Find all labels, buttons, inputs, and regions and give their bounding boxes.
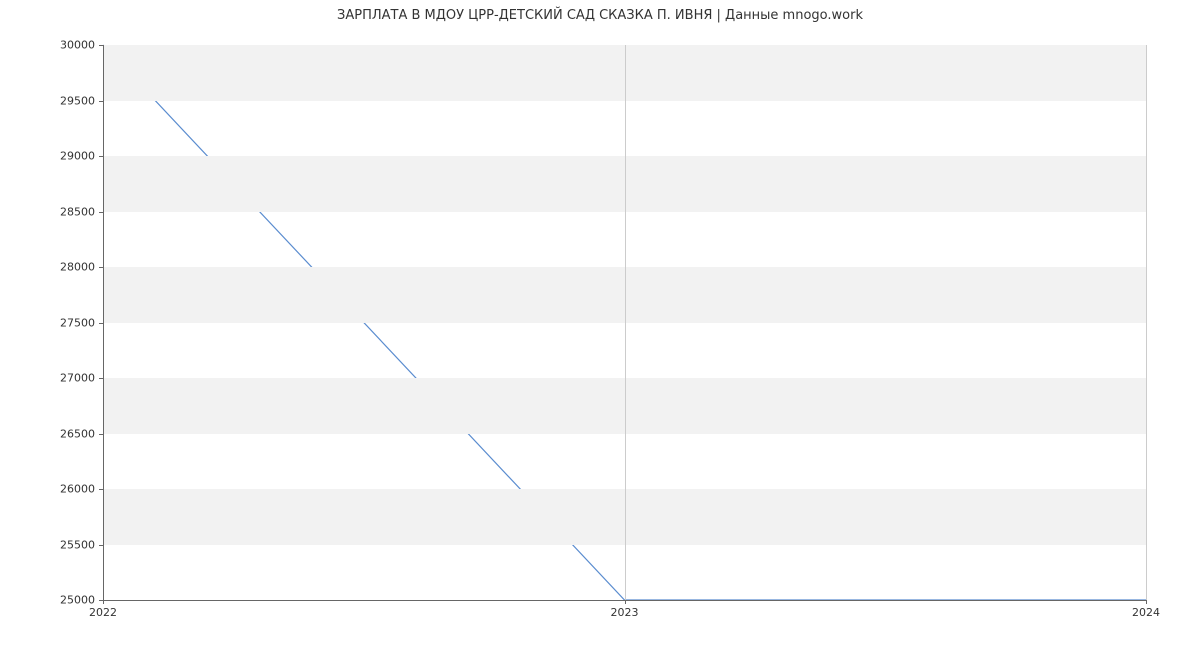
chart-title: ЗАРПЛАТА В МДОУ ЦРР-ДЕТСКИЙ САД СКАЗКА П… (0, 8, 1200, 23)
y-tick-label: 26000 (60, 483, 103, 496)
x-tick-label: 2024 (1132, 600, 1160, 619)
y-tick-label: 27000 (60, 372, 103, 385)
y-tick-label: 29500 (60, 94, 103, 107)
y-tick-label: 28000 (60, 261, 103, 274)
y-tick-label: 29000 (60, 150, 103, 163)
y-tick-label: 27500 (60, 316, 103, 329)
x-tick-label: 2023 (611, 600, 639, 619)
plot-area: 2500025500260002650027000275002800028500… (103, 45, 1146, 600)
y-tick-label: 25500 (60, 538, 103, 551)
y-tick-label: 30000 (60, 39, 103, 52)
gridline-vertical (625, 45, 626, 600)
salary-chart: ЗАРПЛАТА В МДОУ ЦРР-ДЕТСКИЙ САД СКАЗКА П… (0, 0, 1200, 650)
x-tick-label: 2022 (89, 600, 117, 619)
gridline-vertical (1146, 45, 1147, 600)
y-tick-label: 26500 (60, 427, 103, 440)
y-tick-label: 28500 (60, 205, 103, 218)
y-axis-line (103, 45, 104, 600)
